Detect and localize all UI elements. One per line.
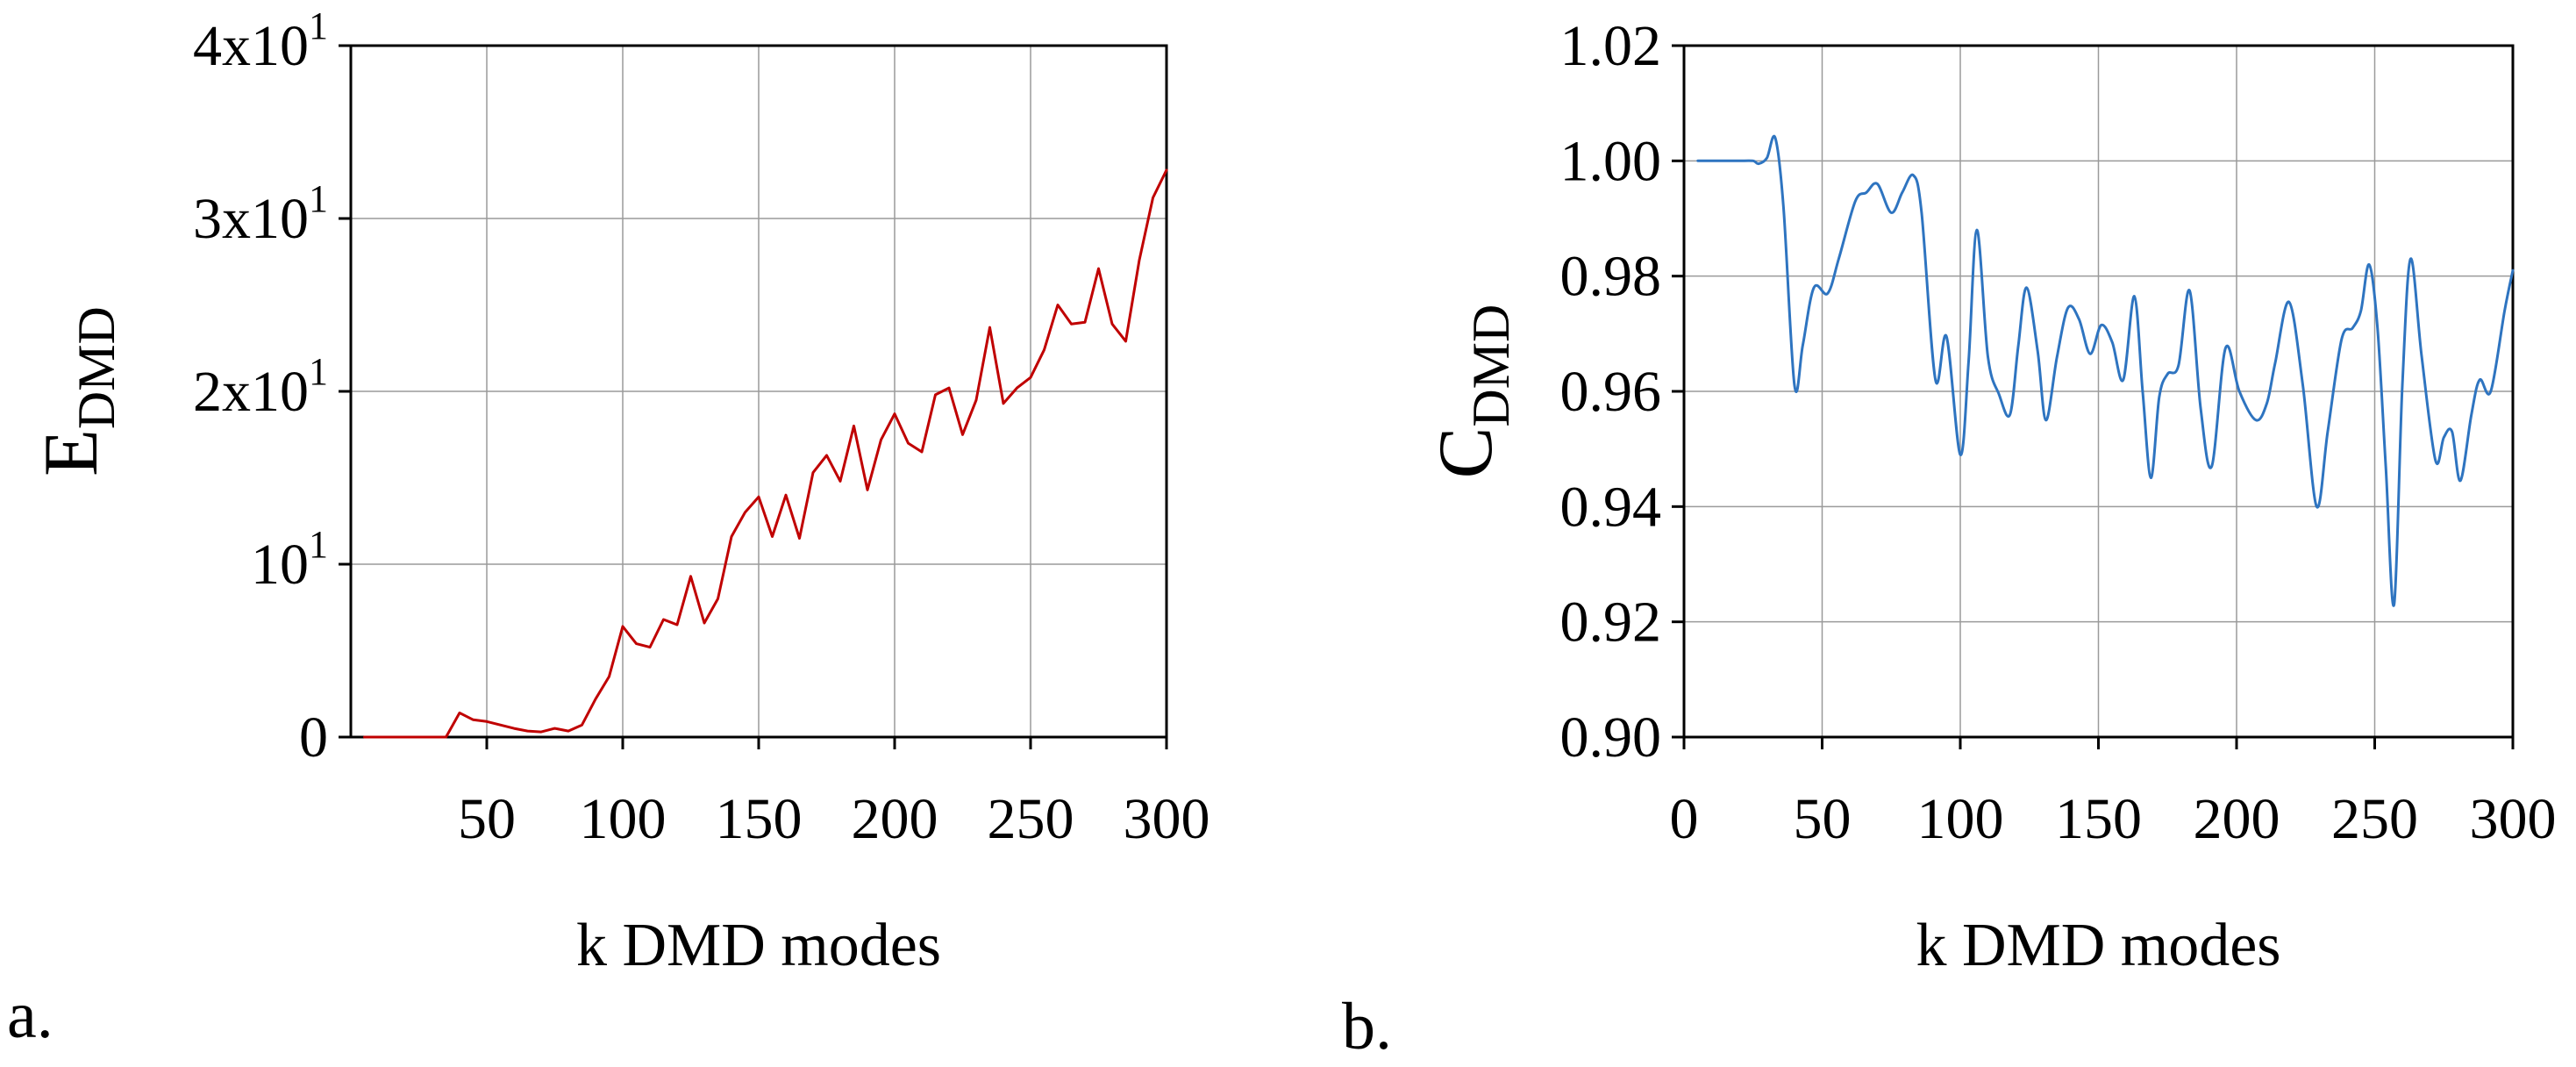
y-tick-label: 0 — [299, 705, 328, 770]
x-axis-label: k DMD modes — [576, 912, 941, 979]
x-tick-label: 50 — [458, 787, 516, 851]
y-axis-label: CDMD — [1424, 304, 1520, 479]
x-tick-label: 250 — [2331, 787, 2418, 851]
x-tick-label: 150 — [2055, 787, 2142, 851]
x-tick-label: 250 — [988, 787, 1074, 851]
x-tick-label: 50 — [1794, 787, 1852, 851]
x-tick-label: 100 — [580, 787, 667, 851]
y-tick-label: 0.92 — [1560, 591, 1662, 655]
x-tick-label: 300 — [1124, 787, 1210, 851]
x-axis-label: k DMD modes — [1916, 912, 2280, 979]
panel-a-label: a. — [7, 978, 54, 1052]
x-tick-label: 200 — [2194, 787, 2280, 851]
series-line-c-dmd — [1696, 134, 2515, 607]
x-tick-label: 150 — [716, 787, 803, 851]
y-tick-label: 4x101 — [193, 4, 328, 78]
y-tick-label: 0.98 — [1560, 245, 1662, 309]
y-axis-label: EDMD — [29, 306, 125, 476]
y-tick-label: 0.90 — [1560, 705, 1662, 770]
panel-b-label: b. — [1342, 990, 1392, 1063]
y-tick-label: 1.02 — [1560, 14, 1662, 78]
y-tick-label: 2x101 — [193, 350, 328, 424]
y-tick-label: 1.00 — [1560, 129, 1662, 193]
y-tick-label: 0.94 — [1560, 475, 1662, 539]
x-tick-label: 300 — [2470, 787, 2557, 851]
y-tick-label: 0.96 — [1560, 360, 1662, 424]
x-tick-label: 200 — [852, 787, 938, 851]
y-tick-label: 101 — [251, 523, 328, 597]
chart-a-energy: 0 101 2x101 3x101 4x101 50 100 150 200 250 300 k DM… — [29, 4, 1210, 979]
chart-b-correlation: 0.90 0.92 0.94 0.96 0.98 1.00 1.02 0 50 100 150 200… — [1424, 14, 2557, 979]
series-line-e-dmd — [363, 168, 1168, 739]
y-tick-label: 3x101 — [193, 177, 328, 251]
x-tick-label: 100 — [1917, 787, 2004, 851]
x-tick-label: 0 — [1670, 787, 1699, 851]
